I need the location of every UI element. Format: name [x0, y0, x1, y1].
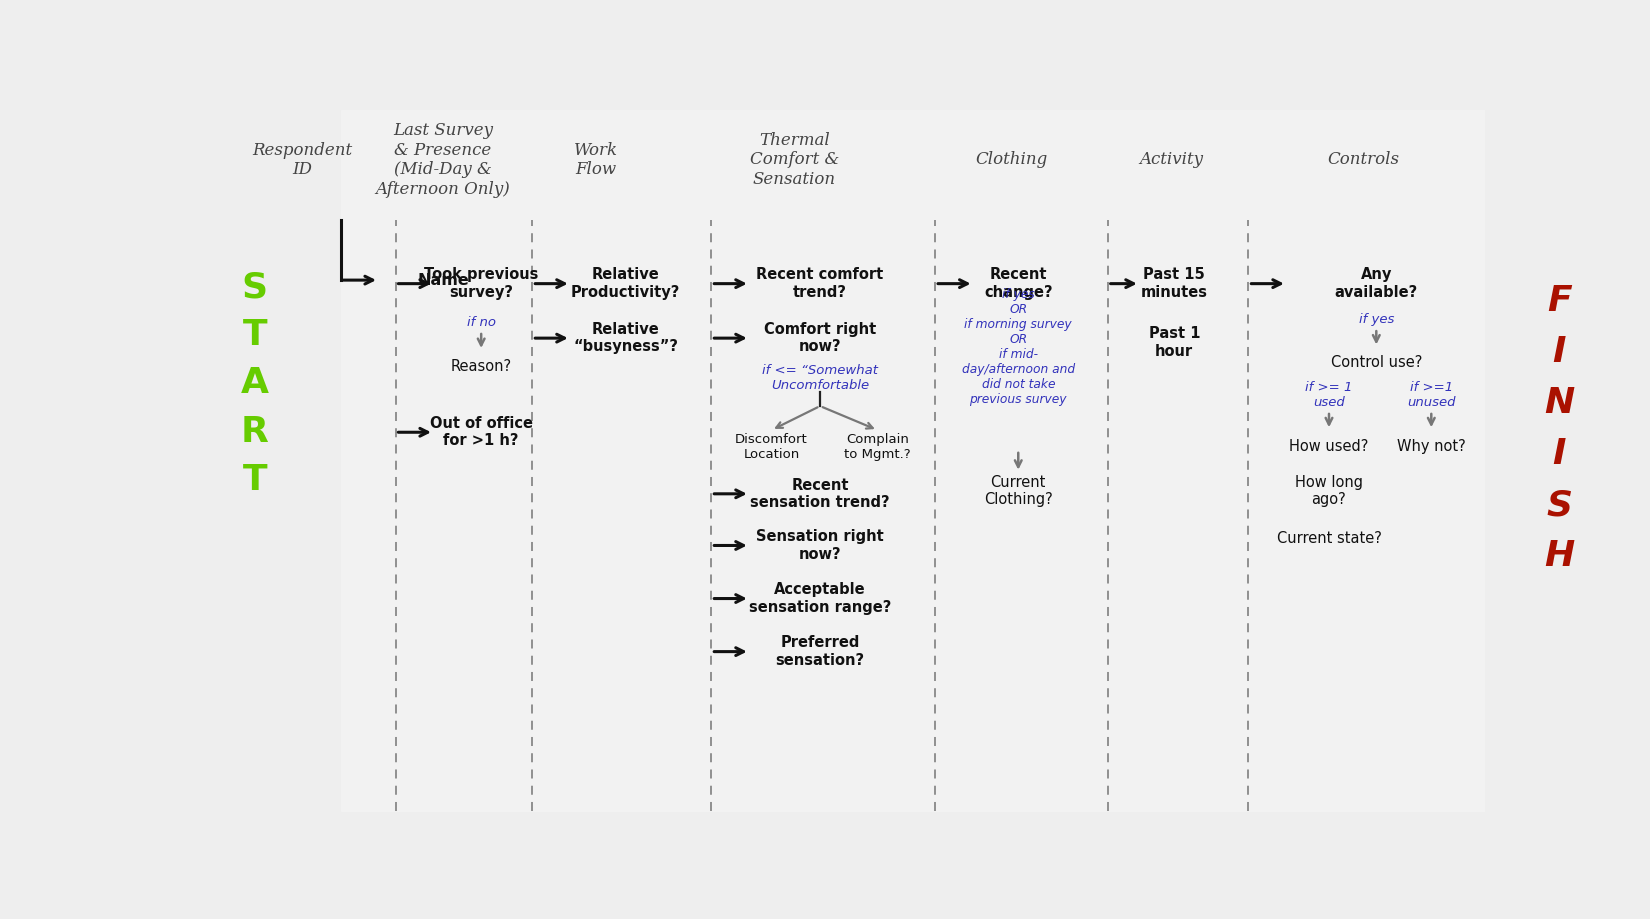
- Text: if >= 1
used: if >= 1 used: [1305, 380, 1353, 409]
- Text: if >=1
unused: if >=1 unused: [1407, 380, 1455, 409]
- Text: Relative
Productivity?: Relative Productivity?: [571, 267, 680, 300]
- Text: Why not?: Why not?: [1398, 439, 1465, 454]
- Text: Took previous
survey?: Took previous survey?: [424, 267, 538, 300]
- Text: if yes: if yes: [1358, 312, 1394, 325]
- Text: R: R: [241, 414, 269, 448]
- Text: T: T: [243, 318, 267, 352]
- Text: How used?: How used?: [1289, 439, 1370, 454]
- Text: Respondent
ID: Respondent ID: [252, 142, 351, 178]
- Text: Any
available?: Any available?: [1335, 267, 1417, 300]
- Text: Discomfort
Location: Discomfort Location: [736, 433, 808, 461]
- Text: S: S: [243, 270, 267, 304]
- Text: Out of office
for >1 h?: Out of office for >1 h?: [429, 416, 533, 448]
- Text: Complain
to Mgmt.?: Complain to Mgmt.?: [845, 433, 911, 461]
- Text: Comfort right
now?: Comfort right now?: [764, 322, 876, 355]
- Text: A: A: [241, 367, 269, 401]
- Text: Past 15
minutes: Past 15 minutes: [1140, 267, 1208, 300]
- Text: Last Survey
& Presence
(Mid-Day &
Afternoon Only): Last Survey & Presence (Mid-Day & Aftern…: [376, 122, 510, 198]
- Text: S: S: [1546, 488, 1572, 522]
- Text: Reason?: Reason?: [450, 359, 512, 374]
- Text: Past 1
hour: Past 1 hour: [1148, 326, 1200, 358]
- Text: Clothing: Clothing: [975, 152, 1048, 168]
- Text: Recent
change?: Recent change?: [983, 267, 1053, 300]
- Text: Acceptable
sensation range?: Acceptable sensation range?: [749, 583, 891, 615]
- Text: I: I: [1553, 437, 1566, 471]
- Text: if yes
OR
if morning survey
OR
if mid-
day/afternoon and
did not take
previous s: if yes OR if morning survey OR if mid- d…: [962, 289, 1074, 406]
- Text: I: I: [1553, 335, 1566, 369]
- Text: Controls: Controls: [1328, 152, 1399, 168]
- Text: if no: if no: [467, 316, 495, 329]
- Text: Activity: Activity: [1140, 152, 1204, 168]
- Text: Work
Flow: Work Flow: [574, 142, 619, 178]
- Text: if <= “Somewhat
Uncomfortable: if <= “Somewhat Uncomfortable: [762, 364, 878, 391]
- Text: Thermal
Comfort &
Sensation: Thermal Comfort & Sensation: [749, 131, 840, 187]
- Text: How long
ago?: How long ago?: [1295, 475, 1363, 507]
- Text: Sensation right
now?: Sensation right now?: [756, 529, 884, 562]
- Text: N: N: [1544, 386, 1574, 420]
- Text: Name: Name: [417, 273, 469, 288]
- Text: H: H: [1544, 539, 1574, 573]
- Text: Control use?: Control use?: [1330, 355, 1422, 369]
- Text: Current state?: Current state?: [1277, 531, 1381, 546]
- Text: Relative
“busyness”?: Relative “busyness”?: [573, 322, 678, 355]
- Text: F: F: [1546, 284, 1571, 318]
- Text: Recent comfort
trend?: Recent comfort trend?: [756, 267, 884, 300]
- Text: Preferred
sensation?: Preferred sensation?: [776, 635, 865, 668]
- Text: T: T: [243, 462, 267, 496]
- Text: Recent
sensation trend?: Recent sensation trend?: [751, 478, 889, 510]
- Text: Current
Clothing?: Current Clothing?: [983, 475, 1053, 507]
